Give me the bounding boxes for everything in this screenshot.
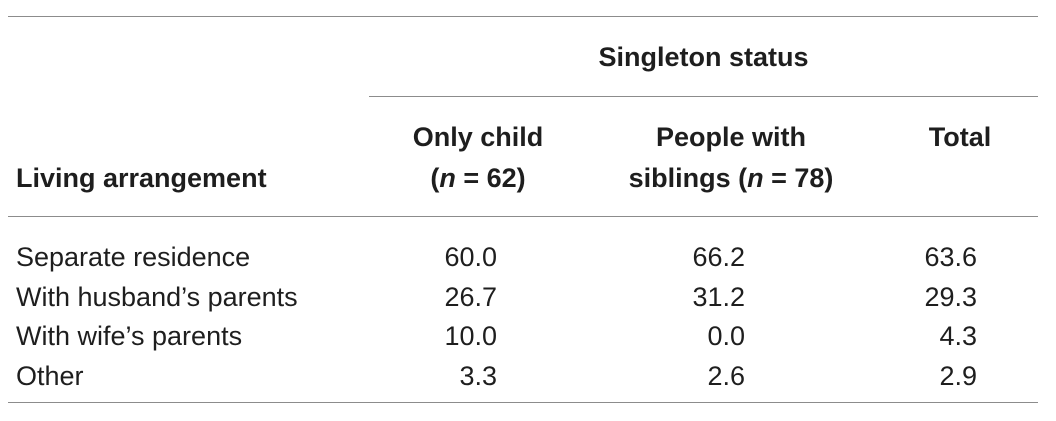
- col-header-only-child-line1: Only child: [412, 122, 544, 152]
- header-rule: [8, 216, 1038, 217]
- cell-total: 29.3: [924, 282, 977, 312]
- cell-total: 63.6: [924, 242, 977, 272]
- cell-total: 2.9: [939, 361, 977, 391]
- cell-only-child: 10.0: [444, 321, 497, 351]
- cell-siblings: 66.2: [692, 242, 745, 272]
- col-header-siblings-line2: siblings (n = 78): [628, 163, 834, 193]
- bottom-rule: [8, 402, 1038, 403]
- cell-only-child: 26.7: [444, 282, 497, 312]
- cell-siblings: 0.0: [707, 321, 745, 351]
- row-label: Separate residence: [16, 242, 251, 272]
- spanner-header: Singleton status: [598, 42, 809, 72]
- cell-only-child: 3.3: [459, 361, 497, 391]
- col-header-siblings-line1: People with: [655, 122, 807, 152]
- row-label: With husband’s parents: [16, 282, 298, 312]
- col-header-total: Total: [928, 122, 992, 152]
- top-rule: [8, 16, 1038, 17]
- row-header: Living arrangement: [16, 163, 267, 193]
- row-label: Other: [16, 361, 84, 391]
- row-label: With wife’s parents: [16, 321, 243, 351]
- cell-total: 4.3: [939, 321, 977, 351]
- cell-siblings: 31.2: [692, 282, 745, 312]
- spanner-rule: [369, 96, 1038, 97]
- cell-siblings: 2.6: [707, 361, 745, 391]
- cell-only-child: 60.0: [444, 242, 497, 272]
- col-header-only-child-line2: (n = 62): [430, 163, 526, 193]
